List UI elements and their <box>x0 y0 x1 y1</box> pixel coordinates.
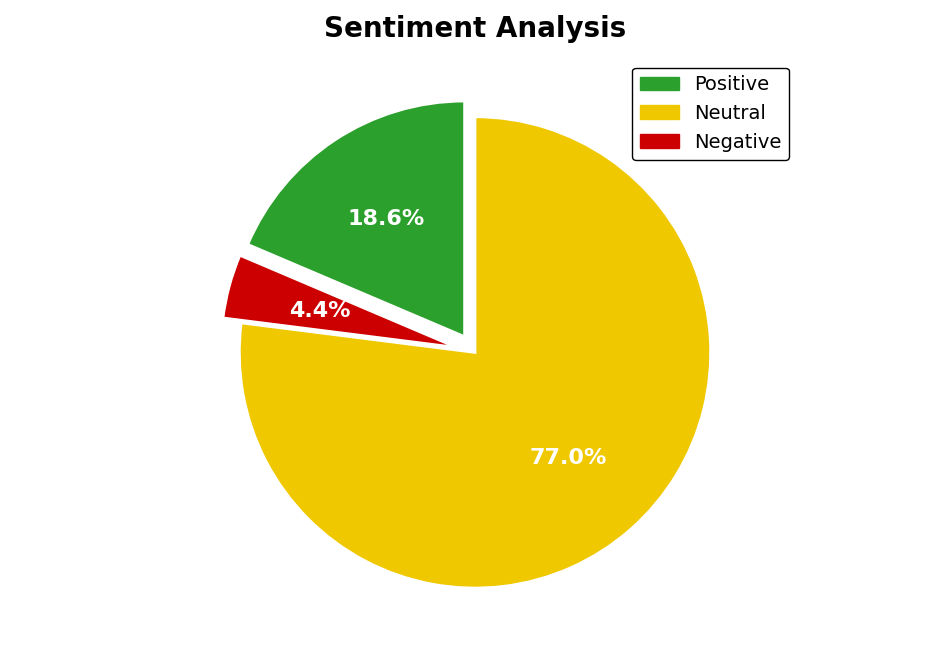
Wedge shape <box>239 117 711 588</box>
Text: 77.0%: 77.0% <box>530 448 607 469</box>
Wedge shape <box>248 101 465 337</box>
Text: 18.6%: 18.6% <box>348 209 426 229</box>
Wedge shape <box>223 256 457 348</box>
Text: 4.4%: 4.4% <box>290 301 352 320</box>
Title: Sentiment Analysis: Sentiment Analysis <box>324 15 626 43</box>
Legend: Positive, Neutral, Negative: Positive, Neutral, Negative <box>632 68 789 160</box>
